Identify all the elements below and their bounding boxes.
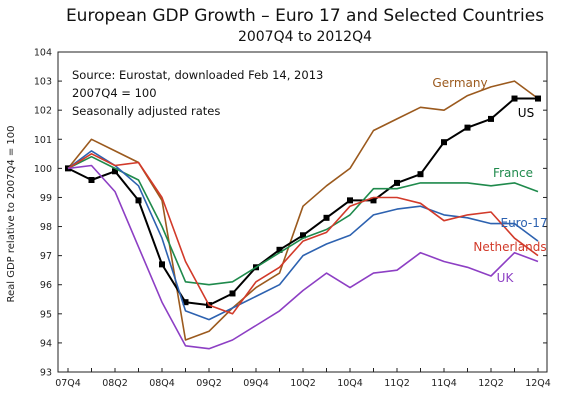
x-tick-label: 10Q2 <box>290 378 316 389</box>
data-point-us <box>135 197 142 204</box>
series-label-us: US <box>518 106 534 120</box>
data-point-us <box>229 290 236 297</box>
chart-subtitle: 2007Q4 to 2012Q4 <box>238 29 372 45</box>
y-tick-label: 95 <box>40 309 52 320</box>
series-labels: Germany US France Euro-17 Netherlands UK <box>432 76 547 285</box>
data-point-us <box>159 261 165 268</box>
data-point-us <box>441 139 447 146</box>
series-label-uk: UK <box>497 271 515 285</box>
x-tick-label: 10Q4 <box>337 378 363 389</box>
note-source: Source: Eurostat, downloaded Feb 14, 201… <box>72 68 323 82</box>
y-tick-label: 94 <box>40 338 52 349</box>
x-tick-label: 12Q4 <box>525 378 551 389</box>
note-baseline: 2007Q4 = 100 <box>72 86 157 100</box>
chart-axes: 93 94 95 96 97 98 99 100 101 102 103 104 07Q4 08Q2 08Q… <box>34 48 551 390</box>
data-point-us <box>370 197 377 204</box>
y-axis-label: Real GDP relative to 2007Q4 = 100 <box>6 125 17 302</box>
series-line-germany <box>67 80 539 341</box>
data-point-us <box>182 299 189 306</box>
data-point-us <box>276 246 283 253</box>
x-tick-label: 11Q2 <box>384 378 410 389</box>
y-tick-label: 98 <box>40 222 52 233</box>
data-point-us <box>511 95 518 102</box>
x-tick-label: 09Q4 <box>243 378 269 389</box>
y-tick-label: 100 <box>34 164 52 175</box>
y-tick-label: 99 <box>40 193 52 204</box>
data-point-us <box>464 124 471 131</box>
data-point-us <box>347 197 353 204</box>
data-point-us <box>535 95 541 102</box>
data-point-us <box>300 232 306 239</box>
y-tick-label: 104 <box>34 48 52 59</box>
data-point-us <box>112 168 118 175</box>
y-tick-label: 97 <box>40 251 52 262</box>
y-tick-label: 101 <box>34 135 52 146</box>
series-line-netherlands <box>67 153 539 315</box>
y-tick-label: 102 <box>34 106 52 117</box>
y-tick-label: 103 <box>34 77 52 88</box>
data-point-us <box>488 115 494 122</box>
x-tick-label: 11Q4 <box>431 378 457 389</box>
x-tick-label: 08Q4 <box>149 378 175 389</box>
plot-frame <box>57 51 548 373</box>
series-layer <box>65 80 541 350</box>
data-point-us <box>88 177 95 183</box>
data-point-us <box>417 171 424 178</box>
data-point-us <box>394 179 400 186</box>
x-tick-label: 12Q2 <box>478 378 504 389</box>
y-tick-label: 96 <box>40 280 52 291</box>
series-label-euro-17: Euro-17 <box>500 216 547 230</box>
y-tick-label: 93 <box>40 368 52 379</box>
x-tick-label: 07Q4 <box>55 378 81 389</box>
series-line-uk <box>67 164 539 350</box>
series-label-france: France <box>493 166 533 180</box>
x-tick-label: 09Q2 <box>196 378 222 389</box>
series-label-germany: Germany <box>432 76 487 90</box>
x-tick-label: 08Q2 <box>102 378 128 389</box>
note-seasonal: Seasonally adjusted rates <box>72 104 220 118</box>
data-point-us <box>323 214 330 221</box>
chart-notes: Source: Eurostat, downloaded Feb 14, 201… <box>72 68 323 118</box>
series-line-france <box>67 155 539 286</box>
series-label-netherlands: Netherlands <box>473 240 546 254</box>
chart-title: European GDP Growth – Euro 17 and Select… <box>66 6 544 26</box>
